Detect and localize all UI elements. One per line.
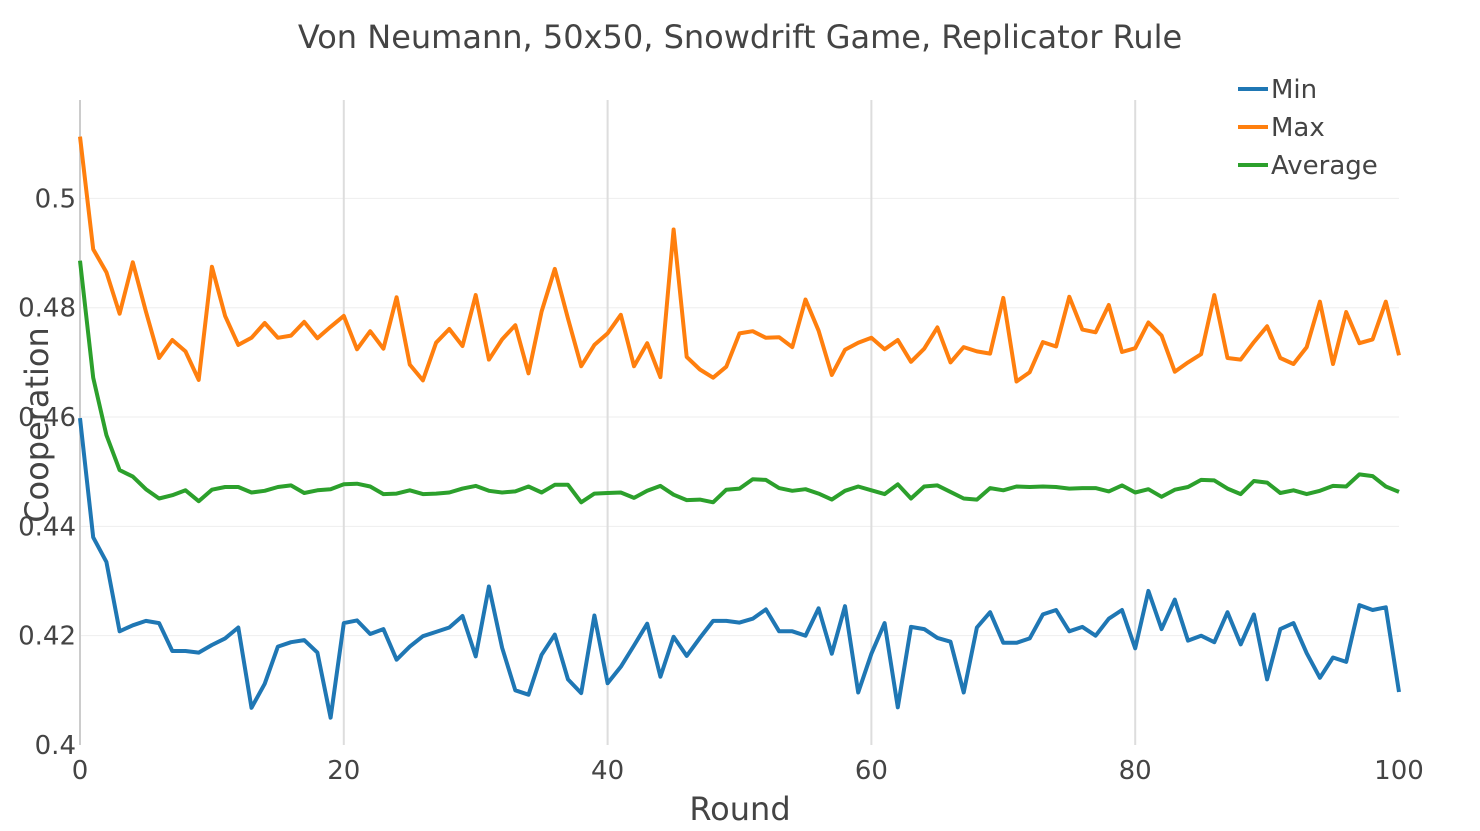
legend[interactable]: Min Max Average: [1238, 75, 1378, 181]
series-line-min: [78, 417, 1401, 720]
legend-label: Max: [1271, 113, 1325, 143]
y-tick-label: 0.4: [35, 731, 76, 761]
legend-label: Min: [1271, 75, 1317, 105]
y-tick-label: 0.46: [18, 403, 76, 433]
legend-label: Average: [1271, 151, 1378, 181]
y-axis-title: Cooperation: [18, 327, 56, 523]
x-tick-label: 60: [855, 756, 888, 786]
x-tick-label: 0: [72, 756, 89, 786]
grid: [80, 100, 1399, 745]
y-tick-label: 0.5: [35, 184, 76, 214]
x-axis-title: Round: [689, 790, 790, 828]
y-tick-label: 0.48: [18, 294, 76, 324]
x-tick-label: 20: [327, 756, 360, 786]
x-tick-label: 40: [591, 756, 624, 786]
y-tick-label: 0.42: [18, 622, 76, 652]
series-line-max: [78, 136, 1401, 384]
x-tick-label: 80: [1119, 756, 1152, 786]
x-tick-label: 100: [1374, 756, 1424, 786]
legend-item-average[interactable]: Average: [1238, 151, 1378, 181]
chart-title: Von Neumann, 50x50, Snowdrift Game, Repl…: [298, 18, 1182, 56]
legend-item-max[interactable]: Max: [1238, 113, 1325, 143]
series-line-average: [78, 260, 1400, 505]
axes: 0.4 0.42 0.44 0.46 0.48 0.5 0 20 40 60 80 100: [18, 100, 1424, 786]
legend-item-min[interactable]: Min: [1238, 75, 1317, 105]
series-lines: [78, 136, 1401, 720]
y-tick-label: 0.44: [18, 512, 76, 542]
